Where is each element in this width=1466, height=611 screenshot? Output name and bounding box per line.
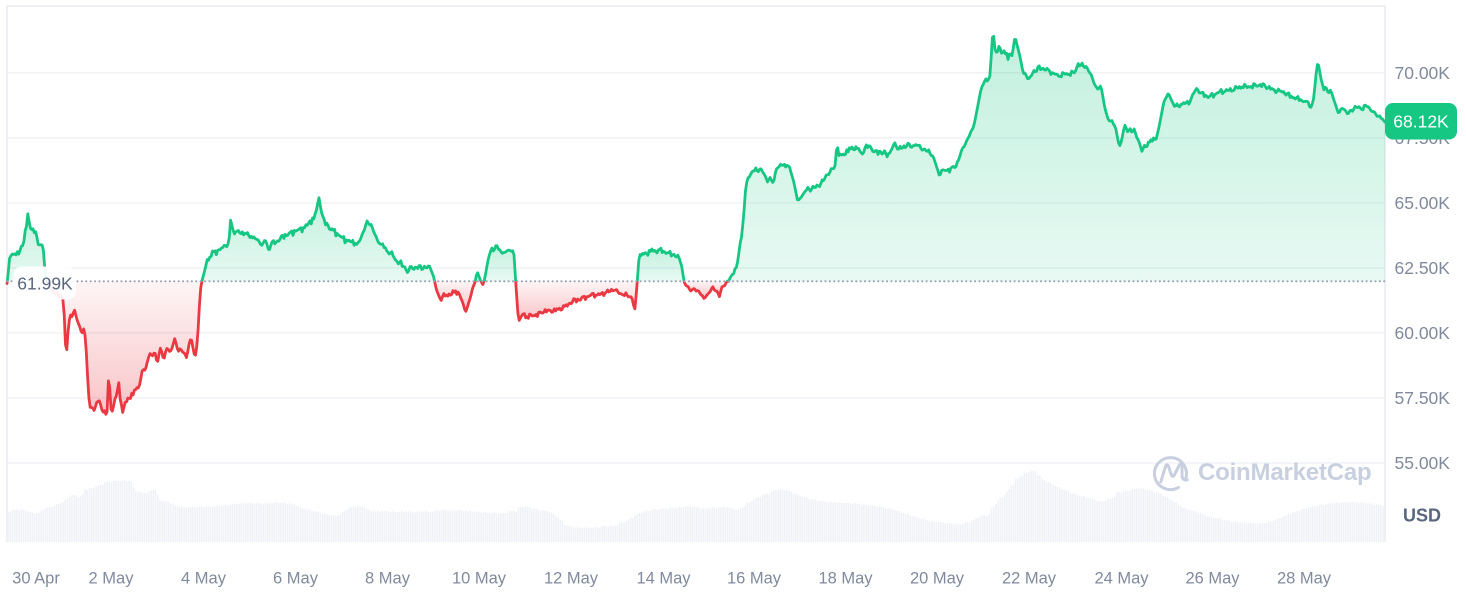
svg-text:14 May: 14 May (636, 570, 691, 588)
svg-text:CoinMarketCap: CoinMarketCap (1198, 459, 1371, 486)
svg-text:24 May: 24 May (1094, 570, 1149, 588)
svg-text:57.50K: 57.50K (1395, 388, 1451, 408)
svg-text:8 May: 8 May (365, 570, 411, 588)
svg-text:68.12K: 68.12K (1393, 112, 1449, 132)
svg-text:70.00K: 70.00K (1395, 63, 1451, 83)
svg-text:22 May: 22 May (1002, 570, 1057, 588)
svg-text:60.00K: 60.00K (1395, 323, 1451, 343)
svg-text:16 May: 16 May (727, 570, 782, 588)
svg-text:USD: USD (1403, 506, 1441, 526)
svg-text:30 Apr: 30 Apr (12, 570, 60, 588)
svg-text:55.00K: 55.00K (1395, 453, 1451, 473)
svg-text:6 May: 6 May (273, 570, 319, 588)
svg-text:4 May: 4 May (181, 570, 227, 588)
svg-text:65.00K: 65.00K (1395, 193, 1451, 213)
svg-text:62.50K: 62.50K (1395, 258, 1451, 278)
svg-text:28 May: 28 May (1277, 570, 1332, 588)
svg-text:2 May: 2 May (89, 570, 135, 588)
svg-text:26 May: 26 May (1185, 570, 1240, 588)
svg-text:18 May: 18 May (818, 570, 873, 588)
svg-text:20 May: 20 May (910, 570, 965, 588)
svg-text:61.99K: 61.99K (17, 274, 73, 294)
svg-text:10 May: 10 May (452, 570, 507, 588)
svg-text:12 May: 12 May (544, 570, 599, 588)
